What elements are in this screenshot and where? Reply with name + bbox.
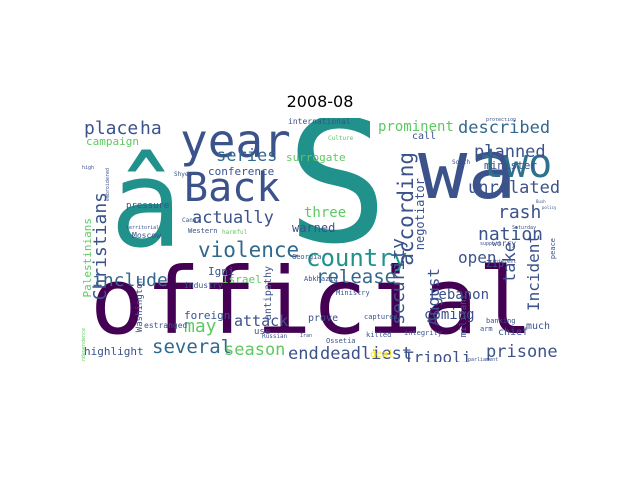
word-include: include bbox=[92, 270, 168, 291]
word-deadliest: deadliest bbox=[320, 344, 413, 363]
word-militant: militant bbox=[459, 294, 469, 338]
word-harmful: harmful bbox=[222, 229, 248, 236]
word-estranged: estranged bbox=[144, 321, 188, 330]
word-back: Back bbox=[184, 165, 281, 211]
word-igni: Igni bbox=[208, 265, 235, 278]
word-violence: violence bbox=[198, 238, 300, 262]
word-ministry: Ministry bbox=[336, 289, 370, 297]
word-described: described bbox=[458, 118, 551, 138]
word-zip: Zip bbox=[486, 259, 505, 270]
chart-title: 2008-08 bbox=[286, 92, 354, 111]
word-unrelated: unrelated bbox=[468, 178, 560, 198]
word-open: open bbox=[458, 248, 497, 267]
word-tripoli: Tripoli bbox=[404, 348, 472, 363]
word-prisoner: prisoner bbox=[486, 342, 560, 362]
word-shyea: Shyea bbox=[174, 171, 193, 178]
word-prove: prove bbox=[308, 313, 339, 324]
word-end: end bbox=[288, 344, 319, 363]
word-high: high bbox=[82, 165, 95, 171]
word-several: several bbox=[152, 336, 233, 358]
word-russian: Russian bbox=[262, 333, 288, 340]
word-saturday: Saturday bbox=[512, 225, 537, 231]
word-interest: interest bbox=[492, 259, 517, 265]
word-three: three bbox=[304, 205, 347, 221]
word-peace: peace bbox=[549, 238, 557, 260]
word-country: country bbox=[306, 244, 408, 272]
word-incident: Incident bbox=[524, 234, 543, 312]
word-parliament: parliament bbox=[468, 357, 499, 363]
word-actually: actually bbox=[192, 208, 274, 228]
word-moscow: Moscow bbox=[132, 231, 161, 240]
word-surrogate: surrogate bbox=[286, 151, 346, 164]
word-release: release bbox=[316, 266, 397, 288]
word-canal: Canal bbox=[182, 217, 201, 224]
word-killed: killed bbox=[366, 331, 392, 339]
word-captured: captured bbox=[364, 313, 398, 321]
word-policy: policy bbox=[542, 205, 557, 210]
word-georgia: Georgia bbox=[292, 253, 322, 261]
word-independence: independence bbox=[81, 328, 87, 362]
word-iran: Iran bbox=[300, 333, 313, 339]
word-planned: planned bbox=[474, 142, 546, 162]
word-prominent: prominent bbox=[378, 119, 454, 135]
word-highlight: highlight bbox=[84, 345, 144, 358]
word-lebanon: Lebanon bbox=[430, 287, 490, 303]
word-culture: Culture bbox=[328, 135, 354, 142]
word-campaign: campaign bbox=[86, 135, 139, 148]
word-worry: worry bbox=[492, 239, 517, 248]
word-official: official bbox=[90, 248, 534, 355]
word-chief: chief bbox=[498, 327, 529, 338]
word-ossetia: Ossetia bbox=[326, 337, 356, 345]
word-warned: warned bbox=[292, 221, 336, 235]
word-much: much bbox=[526, 321, 551, 332]
word-call: call bbox=[412, 131, 437, 142]
word-protection: protection bbox=[486, 118, 517, 123]
word-wa: wa bbox=[418, 123, 517, 218]
word-pressure: pressure bbox=[126, 201, 170, 211]
word-nation: nation bbox=[478, 224, 544, 245]
word-israel: Israel bbox=[222, 273, 262, 286]
word-security: security bbox=[388, 238, 409, 325]
word-rash: rash bbox=[498, 202, 542, 223]
word-western: Western bbox=[188, 227, 218, 235]
word-place: place bbox=[84, 118, 139, 139]
word-attack: attack bbox=[234, 312, 289, 330]
word-ha: ha bbox=[140, 118, 162, 139]
word-banking: banking bbox=[486, 317, 516, 325]
word-s: S bbox=[286, 118, 389, 282]
word-industry: industry bbox=[184, 281, 223, 290]
word-international: international bbox=[288, 118, 351, 126]
word-arm: arm bbox=[480, 325, 493, 333]
word-bush: Bush bbox=[536, 199, 546, 204]
word-foreign: foreign bbox=[184, 309, 231, 322]
word-two: two bbox=[480, 141, 553, 187]
word-use: use bbox=[254, 327, 271, 337]
word-negotiator: negotiator bbox=[413, 178, 427, 251]
word-embroidered: embroidered bbox=[105, 168, 111, 202]
word-season: season bbox=[224, 340, 286, 360]
word-south: South bbox=[452, 159, 471, 166]
word-series: series bbox=[216, 146, 278, 166]
word--: â bbox=[110, 136, 183, 275]
word-antipathy: antipathy bbox=[263, 266, 274, 321]
word-may: may bbox=[184, 316, 217, 337]
word-territorial: territorial bbox=[126, 225, 160, 231]
word-integrity: integrity bbox=[404, 329, 442, 337]
word-conference: conference bbox=[208, 165, 275, 178]
word-year: year bbox=[180, 118, 291, 168]
word-minister: minister bbox=[484, 159, 537, 172]
word-coming: coming bbox=[424, 307, 475, 323]
word-abkhazia: Abkhazia bbox=[304, 275, 338, 283]
word-deal: deal bbox=[370, 349, 395, 360]
word-palestinians: Palestinians bbox=[81, 218, 94, 298]
word-support: support bbox=[480, 241, 502, 247]
